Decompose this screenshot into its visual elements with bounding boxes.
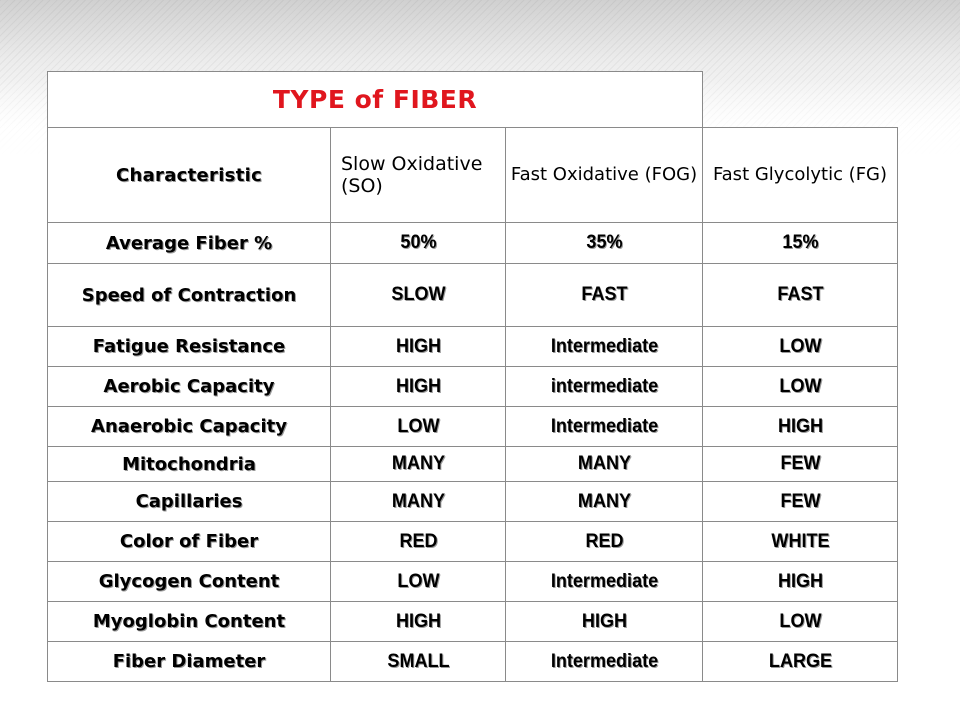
cell-fog: intermediate	[509, 366, 699, 407]
header-fast-glycolytic: Fast Glycolytic (FG)	[702, 127, 898, 223]
row-label: Fiber Diameter	[47, 641, 331, 682]
header-fast-oxidative: Fast Oxidative (FOG)	[505, 127, 703, 223]
header-row: Characteristic Slow Oxidative (SO) Fast …	[47, 127, 898, 223]
cell-fog: Intermediate	[509, 561, 699, 602]
cell-fg: FAST	[706, 263, 894, 327]
cell-so: MANY	[334, 481, 502, 522]
header-slow-oxidative: Slow Oxidative (SO)	[330, 127, 506, 223]
cell-fg: LOW	[706, 326, 894, 367]
cell-fog: RED	[509, 521, 699, 562]
cell-fg: HIGH	[706, 561, 894, 602]
cell-fog: MANY	[509, 446, 699, 482]
row-label: Capillaries	[47, 481, 331, 522]
cell-fog: Intermediate	[509, 641, 699, 682]
title-row: TYPE of FIBER	[47, 71, 898, 128]
cell-so: RED	[334, 521, 502, 562]
cell-fg: FEW	[706, 481, 894, 522]
row-label: Average Fiber %	[47, 222, 331, 264]
cell-fg: FEW	[706, 446, 894, 482]
table-title: TYPE of FIBER	[47, 71, 703, 128]
cell-fg: LARGE	[706, 641, 894, 682]
table-row: Glycogen Content LOW Intermediate HIGH	[47, 561, 898, 602]
cell-fg: WHITE	[706, 521, 894, 562]
table-row: Fiber Diameter SMALL Intermediate LARGE	[47, 641, 898, 682]
table-row: Capillaries MANY MANY FEW	[47, 481, 898, 522]
table-row: Myoglobin Content HIGH HIGH LOW	[47, 601, 898, 642]
cell-fog: MANY	[509, 481, 699, 522]
cell-so: HIGH	[334, 366, 502, 407]
row-label: Glycogen Content	[47, 561, 331, 602]
cell-fg: LOW	[706, 366, 894, 407]
row-label: Aerobic Capacity	[47, 366, 331, 407]
cell-fg: 15%	[706, 222, 894, 264]
table-row: Anaerobic Capacity LOW Intermediate HIGH	[47, 406, 898, 447]
cell-so: LOW	[334, 406, 502, 447]
cell-so: SLOW	[334, 263, 502, 327]
table-row: Mitochondria MANY MANY FEW	[47, 446, 898, 482]
table-row: Speed of Contraction SLOW FAST FAST	[47, 263, 898, 327]
cell-so: LOW	[334, 561, 502, 602]
cell-so: MANY	[334, 446, 502, 482]
table-row: Aerobic Capacity HIGH intermediate LOW	[47, 366, 898, 407]
row-label: Mitochondria	[47, 446, 331, 482]
cell-fg: LOW	[706, 601, 894, 642]
cell-so: 50%	[334, 222, 502, 264]
cell-fog: Intermediate	[509, 326, 699, 367]
row-label: Fatigue Resistance	[47, 326, 331, 367]
cell-fog: Intermediate	[509, 406, 699, 447]
cell-fg: HIGH	[706, 406, 894, 447]
title-row-empty-cell	[702, 71, 898, 128]
row-label: Anaerobic Capacity	[47, 406, 331, 447]
table-row: Fatigue Resistance HIGH Intermediate LOW	[47, 326, 898, 367]
fiber-type-table: TYPE of FIBER Characteristic Slow Oxidat…	[47, 71, 898, 682]
cell-fog: HIGH	[509, 601, 699, 642]
cell-fog: 35%	[509, 222, 699, 264]
cell-so: SMALL	[334, 641, 502, 682]
table-row: Color of Fiber RED RED WHITE	[47, 521, 898, 562]
row-label: Color of Fiber	[47, 521, 331, 562]
table-row: Average Fiber % 50% 35% 15%	[47, 222, 898, 264]
cell-fog: FAST	[509, 263, 699, 327]
cell-so: HIGH	[334, 601, 502, 642]
row-label: Speed of Contraction	[47, 263, 331, 327]
header-characteristic: Characteristic	[47, 127, 331, 223]
row-label: Myoglobin Content	[47, 601, 331, 642]
cell-so: HIGH	[334, 326, 502, 367]
